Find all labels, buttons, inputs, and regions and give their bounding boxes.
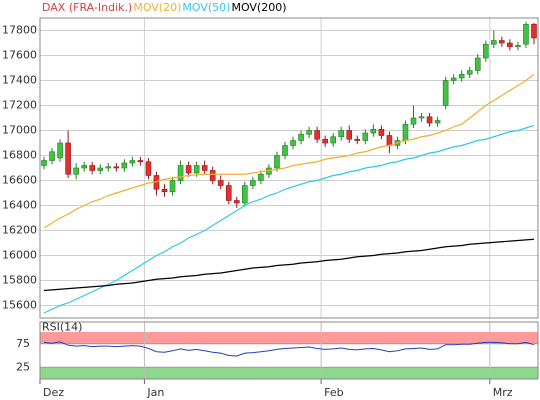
legend-entry: MOV(50) xyxy=(182,1,230,14)
candle-body xyxy=(426,116,433,124)
candle-body xyxy=(105,166,112,169)
candle-body xyxy=(410,117,417,125)
rsi-tick-label: 25 xyxy=(16,360,30,373)
y-tick-label: 17600 xyxy=(2,49,37,62)
moving-average-line xyxy=(43,238,535,292)
y-tick-label: 17000 xyxy=(2,124,37,137)
candle-body xyxy=(201,165,208,171)
candle-body xyxy=(282,145,288,156)
candle-body xyxy=(89,165,96,171)
candle-body xyxy=(378,128,385,136)
candle-body xyxy=(225,185,232,201)
legend-entry: DAX (FRA-Indik.) xyxy=(42,1,132,14)
candle-body xyxy=(338,130,345,138)
candle-body xyxy=(515,45,521,48)
candle-body xyxy=(491,40,497,45)
x-tick-label: Dez xyxy=(43,386,64,399)
candle-body xyxy=(121,162,128,169)
rsi-band xyxy=(40,332,538,344)
candle-body xyxy=(474,57,481,71)
candle-body xyxy=(362,132,369,141)
candle-body xyxy=(137,160,144,163)
legend-entry: MOV(20) xyxy=(133,1,181,14)
x-tick-label: Mrz xyxy=(493,386,513,399)
candle-body xyxy=(185,165,192,174)
candle-body xyxy=(65,142,71,175)
candle-body xyxy=(41,160,47,166)
y-tick-label: 17400 xyxy=(2,74,37,87)
candle-body xyxy=(209,170,216,181)
candle-body xyxy=(306,130,312,135)
candle-body xyxy=(466,70,473,75)
candle-body xyxy=(258,173,264,181)
candle-body xyxy=(217,180,224,186)
candle-body xyxy=(113,166,120,169)
legend-entry: MOV(200) xyxy=(231,1,286,14)
y-tick-label: 16000 xyxy=(2,249,37,262)
y-tick-label: 16200 xyxy=(2,224,37,237)
candle-body xyxy=(177,165,184,181)
x-tick-label: Jan xyxy=(146,386,164,399)
rsi-band xyxy=(40,367,538,379)
candle-body xyxy=(418,116,425,119)
candle-body xyxy=(274,155,280,169)
candle-body xyxy=(523,23,529,45)
candle-body xyxy=(482,43,489,59)
rsi-title: RSI(14) xyxy=(42,321,82,334)
candle-body xyxy=(57,142,63,159)
candle-body xyxy=(507,42,513,48)
candle-body xyxy=(450,77,457,81)
candle-body xyxy=(242,185,248,204)
candle-body xyxy=(402,123,409,141)
y-tick-label: 16600 xyxy=(2,174,37,187)
candle-body xyxy=(346,130,353,140)
candle-body xyxy=(314,130,320,140)
candle-body xyxy=(370,128,377,134)
candle-body xyxy=(145,161,152,176)
y-tick-label: 15600 xyxy=(2,299,37,312)
candle-body xyxy=(298,133,304,141)
candle-body xyxy=(458,73,465,79)
y-tick-label: 17200 xyxy=(2,99,37,112)
candle-body xyxy=(322,138,328,144)
candle-body xyxy=(73,167,79,175)
moving-average-line xyxy=(43,124,535,314)
rsi-line xyxy=(43,341,535,357)
y-tick-label: 16400 xyxy=(2,199,37,212)
rsi-frame xyxy=(39,321,539,380)
candle-body xyxy=(290,140,296,146)
candle-body xyxy=(129,160,136,164)
y-tick-label: 17800 xyxy=(2,24,37,37)
y-tick-label: 15800 xyxy=(2,274,37,287)
x-tick-label: Feb xyxy=(324,386,343,399)
candle-body xyxy=(193,165,200,174)
plot-frame xyxy=(39,17,539,319)
candle-body xyxy=(354,138,361,141)
candle-body xyxy=(49,151,55,161)
candle-body xyxy=(434,120,441,124)
moving-average-line xyxy=(43,73,535,229)
candle-body xyxy=(97,167,104,171)
candle-body xyxy=(233,200,240,204)
candle-body xyxy=(169,180,176,193)
rsi-tick-label: 75 xyxy=(16,337,30,350)
candle-body xyxy=(161,188,168,193)
candle-body xyxy=(330,136,336,144)
candle-body xyxy=(386,135,393,146)
candle-body xyxy=(81,165,87,169)
candle-body xyxy=(531,23,537,39)
candle-body xyxy=(250,180,256,186)
y-tick-label: 16800 xyxy=(2,149,37,162)
candle-body xyxy=(499,40,505,44)
candle-body xyxy=(442,80,449,106)
